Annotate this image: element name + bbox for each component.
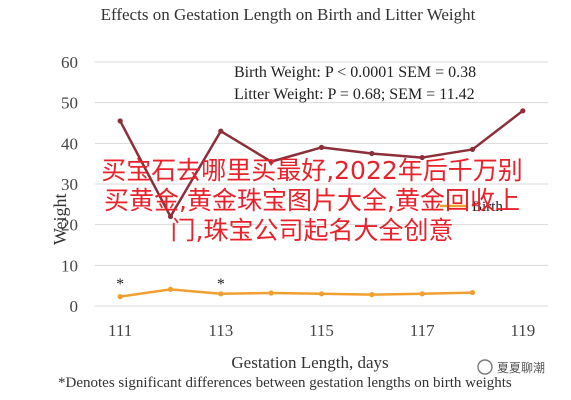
y-tick-label: 30 (61, 175, 78, 194)
significance-markers: * * (116, 276, 225, 293)
x-axis-ticks: 111 113 115 117 119 (108, 321, 535, 340)
data-point-litter-weight (218, 128, 224, 134)
significance-marker: * (217, 276, 225, 293)
stats-litter-weight: Litter Weight: P = 0.68; SEM = 11.42 (234, 86, 475, 103)
y-tick-label: 10 (61, 256, 78, 275)
y-axis-label: Weight (50, 193, 70, 245)
data-point-birth-weight (369, 292, 375, 298)
watermark-logo-icon (477, 359, 493, 375)
data-point-litter-weight (268, 159, 274, 165)
watermark-text: 夏夏聊潮 (497, 360, 545, 375)
data-point-litter-weight (318, 144, 325, 150)
data-point-birth-weight (218, 291, 224, 297)
watermark: 夏夏聊潮 (477, 359, 545, 375)
data-point-litter-weight (419, 154, 425, 161)
y-tick-label: 60 (61, 53, 78, 72)
x-axis-label: Gestation Length, days (231, 353, 388, 372)
y-axis-ticks: 0 10 20 30 40 50 60 (61, 53, 78, 316)
x-tick-label: 115 (309, 321, 334, 340)
data-point-litter-weight (167, 213, 174, 220)
data-point-birth-weight (268, 290, 274, 296)
y-tick-label: 0 (70, 297, 79, 316)
y-tick-label: 40 (61, 134, 78, 153)
legend-label-birth-weight: Birth (472, 199, 503, 215)
data-point-litter-weight (117, 118, 123, 124)
data-point-birth-weight (117, 294, 123, 300)
x-tick-label: 113 (208, 321, 233, 340)
series-group (117, 108, 526, 300)
x-tick-label: 117 (410, 321, 435, 340)
data-point-litter-weight (469, 146, 476, 153)
gridlines (95, 61, 548, 307)
data-point-birth-weight (167, 286, 174, 292)
x-tick-label: 119 (510, 321, 535, 340)
data-point-litter-weight (520, 108, 526, 114)
overlay-text: 买宝石去哪里买最好,2022年后千万别买黄金,黄金珠宝图片大全,黄金回收上门,珠… (101, 156, 523, 245)
series-line-birth-weight (119, 288, 473, 298)
legend: Birth (440, 199, 503, 215)
footnote: *Denotes significant differences between… (58, 375, 512, 391)
stats-birth-weight: Birth Weight: P < 0.0001 SEM = 0.38 (234, 64, 476, 81)
y-tick-label: 50 (61, 94, 78, 113)
data-point-birth-weight (469, 289, 476, 296)
data-point-litter-weight (369, 150, 375, 157)
data-point-birth-weight (318, 291, 325, 297)
y-tick-label: 20 (61, 216, 78, 235)
x-tick-label: 111 (108, 321, 132, 340)
chart-title: Effects on Gestation Length on Birth and… (101, 5, 476, 24)
data-point-birth-weight (419, 291, 425, 297)
significance-marker: * (116, 276, 124, 293)
